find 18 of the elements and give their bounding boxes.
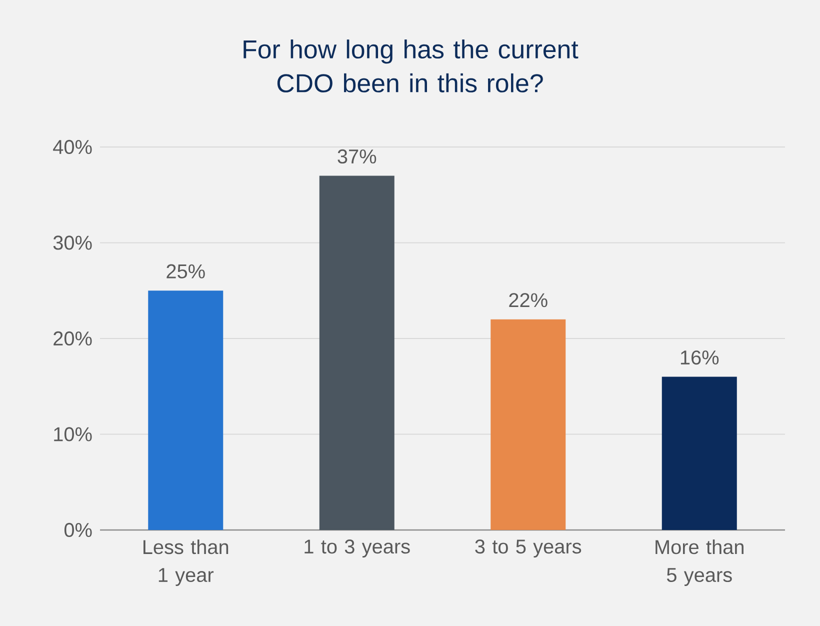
- y-tick-label: 30%: [53, 236, 92, 250]
- y-tick-label: 10%: [54, 427, 92, 442]
- data-label: 16%: [680, 350, 719, 365]
- data-label: 22%: [509, 293, 548, 308]
- x-tick-label: 1 to 3 years: [304, 540, 410, 558]
- data-label: 37%: [338, 149, 376, 164]
- data-label: 25%: [166, 264, 205, 278]
- bar: [319, 176, 394, 530]
- x-tick-label: Less than 1 year: [144, 540, 228, 586]
- bar: [490, 319, 566, 530]
- y-tick-label: 40%: [53, 140, 92, 154]
- bar: [148, 290, 224, 530]
- y-tick-label: 0%: [64, 522, 92, 538]
- y-tick-label: 20%: [54, 331, 92, 346]
- x-tick-label: More than 5 years: [656, 540, 744, 586]
- bar: [662, 376, 737, 530]
- x-tick-label: 3 to 5 years: [475, 540, 582, 558]
- chart-title: For how long has the current CDO been in this role?: [244, 40, 578, 92]
